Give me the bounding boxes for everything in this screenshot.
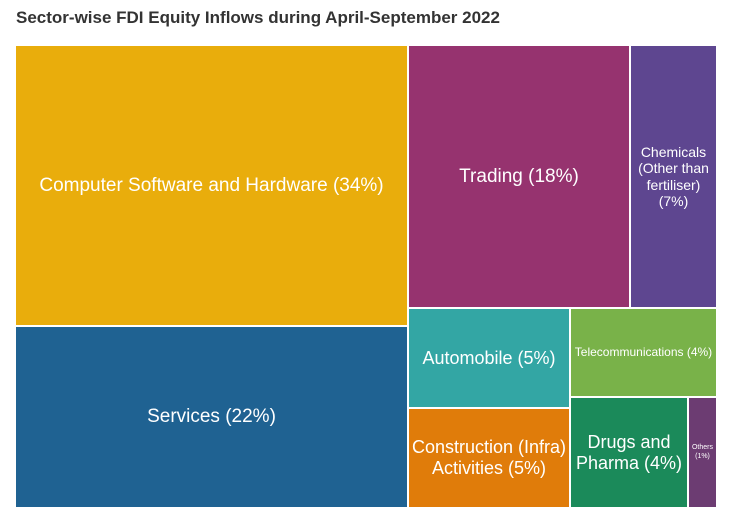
treemap-tile [569, 307, 718, 398]
treemap-tile [687, 396, 718, 509]
treemap-tile [407, 307, 571, 409]
treemap-tile [407, 407, 571, 509]
treemap-tile [569, 396, 689, 509]
chart-title: Sector-wise FDI Equity Inflows during Ap… [16, 8, 500, 27]
treemap-tile [407, 44, 631, 309]
treemap-tile [14, 325, 409, 509]
treemap-tile [629, 44, 718, 309]
treemap-tile [14, 44, 409, 327]
